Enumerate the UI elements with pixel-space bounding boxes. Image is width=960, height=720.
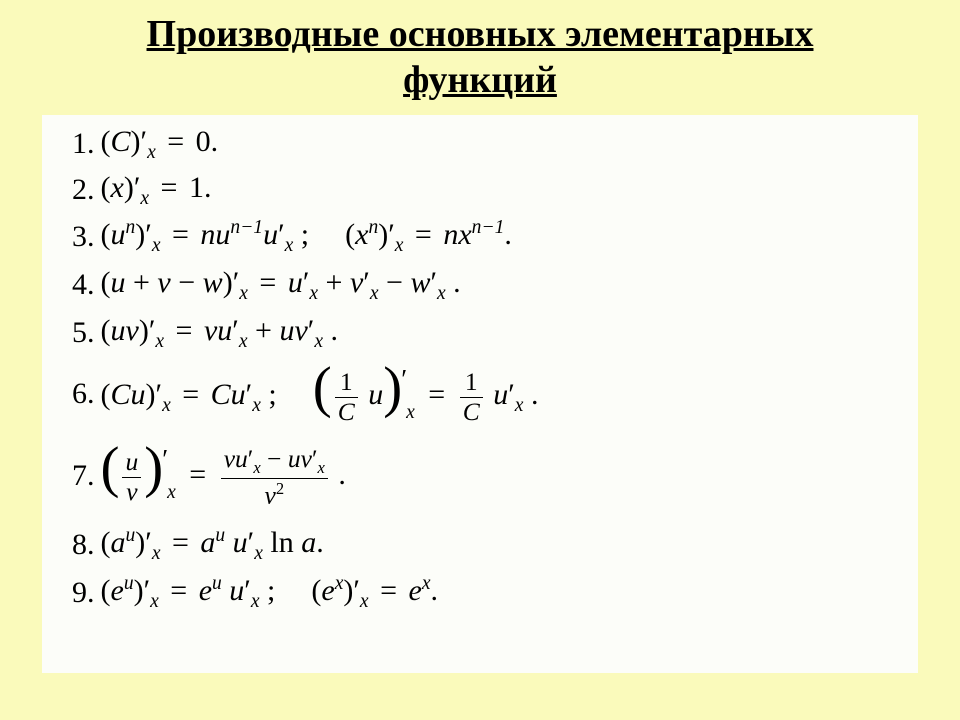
formula-row-8: 8.(au)′x = au u′x ln a. <box>72 521 888 569</box>
formula-body: (un)′x = nun−1u′x ;(xn)′x = nxn−1. <box>101 217 512 257</box>
formula-number: 9. <box>72 576 95 610</box>
formula-number: 8. <box>72 528 95 562</box>
title-line-1: Производные основных элементарных <box>147 13 814 55</box>
formula-body: (Cu)′x = Cu′x ;(1C u)′x = 1C u′x . <box>101 363 539 425</box>
formula-row-3: 3.(un)′x = nun−1u′x ;(xn)′x = nxn−1. <box>72 213 888 261</box>
formula-number: 1. <box>72 127 95 161</box>
formula-body: (eu)′x = eu u′x ;(ex)′x = ex. <box>101 573 438 613</box>
formula-number: 3. <box>72 220 95 254</box>
formula-body: (u + v − w)′x = u′x + v′x − w′x . <box>101 266 461 305</box>
title-line-2: функций <box>403 59 557 101</box>
formula-row-9: 9.(eu)′x = eu u′x ;(ex)′x = ex. <box>72 569 888 617</box>
formula-row-6: 6.(Cu)′x = Cu′x ;(1C u)′x = 1C u′x . <box>72 357 888 431</box>
formula-body: (uv)′x = vu′x − uv′xv2 . <box>101 443 346 509</box>
formula-row-4: 4.(u + v − w)′x = u′x + v′x − w′x . <box>72 261 888 309</box>
formula-body: (C)′x = 0. <box>101 125 219 164</box>
formula-body: (x)′x = 1. <box>101 171 212 210</box>
formula-number: 2. <box>72 173 95 207</box>
formula-body: (uv)′x = vu′x + uv′x . <box>101 314 338 353</box>
slide-title: Производные основных элементарных функци… <box>42 12 918 103</box>
formula-row-5: 5.(uv)′x = vu′x + uv′x . <box>72 309 888 357</box>
formula-panel: 1.(C)′x = 0.2.(x)′x = 1.3.(un)′x = nun−1… <box>42 115 918 673</box>
formula-row-7: 7.(uv)′x = vu′x − uv′xv2 . <box>72 431 888 521</box>
formula-row-1: 1.(C)′x = 0. <box>72 121 888 167</box>
formula-number: 6. <box>72 377 95 411</box>
formula-body: (au)′x = au u′x ln a. <box>101 525 324 565</box>
formula-number: 4. <box>72 268 95 302</box>
formula-number: 7. <box>72 459 95 493</box>
slide: Производные основных элементарных функци… <box>0 0 960 720</box>
formula-number: 5. <box>72 316 95 350</box>
formula-row-2: 2.(x)′x = 1. <box>72 167 888 213</box>
